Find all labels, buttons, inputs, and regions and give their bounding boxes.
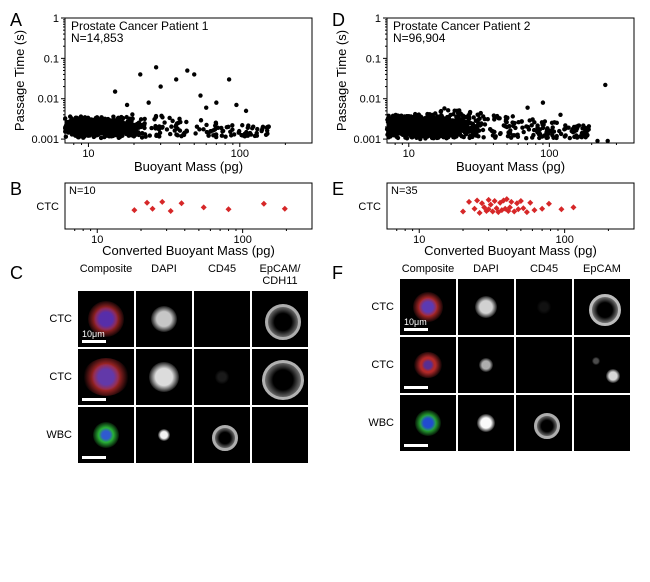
panel-A: A 0.0010.010.1110100Buoyant Mass (pg)Pas… (10, 10, 320, 175)
microscopy-image (252, 407, 308, 463)
scale-bar (404, 444, 428, 447)
row-label: CTC (38, 291, 76, 347)
microscopy-image (194, 291, 250, 347)
svg-text:0.001: 0.001 (353, 134, 381, 146)
svg-text:Passage Time (s): Passage Time (s) (334, 30, 349, 131)
microscopy-image (136, 407, 192, 463)
panel-D: D 0.0010.010.1110100Buoyant Mass (pg)Pas… (332, 10, 642, 175)
svg-text:CTC: CTC (358, 201, 381, 213)
panel-D-label: D (332, 10, 345, 31)
svg-text:CTC: CTC (36, 201, 59, 213)
scale-bar (82, 340, 106, 343)
column-header: Composite (400, 263, 456, 277)
svg-text:1: 1 (375, 13, 381, 25)
microscopy-image (78, 349, 134, 405)
svg-text:0.01: 0.01 (360, 94, 381, 106)
microscopy-image (194, 407, 250, 463)
scale-bar (404, 386, 428, 389)
row-label: CTC (360, 279, 398, 335)
microscopy-image (194, 349, 250, 405)
panel-A-label: A (10, 10, 22, 31)
row-label: WBC (38, 407, 76, 463)
panel-F-grid: CompositeDAPICD45EpCAMCTC10μmCTCWBC (360, 263, 642, 451)
svg-text:Passage Time (s): Passage Time (s) (12, 30, 27, 131)
row-label: CTC (38, 349, 76, 405)
panel-F: F CompositeDAPICD45EpCAMCTC10μmCTCWBC (332, 263, 642, 463)
column-header: CD45 (194, 263, 250, 289)
svg-text:10: 10 (82, 148, 94, 160)
microscopy-image: 10μm (400, 279, 456, 335)
microscopy-image (136, 291, 192, 347)
panel-D-svg: 0.0010.010.1110100Buoyant Mass (pg)Passa… (332, 10, 642, 175)
panel-C: C CompositeDAPICD45EpCAM/ CDH11 CTC 10μm CT… (10, 263, 320, 463)
microscopy-image (458, 337, 514, 393)
panel-C-label: C (10, 263, 23, 284)
svg-text:N=10: N=10 (69, 185, 96, 197)
microscopy-image (458, 395, 514, 451)
column-header: EpCAM/ CDH11 (252, 263, 308, 289)
panel-B: B 10100Converted Buoyant Mass (pg)CTCN=1… (10, 179, 320, 259)
scale-bar (82, 456, 106, 459)
microscopy-image (252, 349, 308, 405)
microscopy-image (516, 337, 572, 393)
panel-C-grid: CompositeDAPICD45EpCAM/ CDH11CTC10μmCTCW… (38, 263, 320, 463)
microscopy-image (458, 279, 514, 335)
column-header: Composite (78, 263, 134, 289)
svg-text:10: 10 (403, 148, 415, 160)
microscopy-image (78, 407, 134, 463)
svg-text:0.1: 0.1 (44, 53, 59, 65)
svg-text:N=35: N=35 (391, 185, 418, 197)
microscopy-image: 10μm (78, 291, 134, 347)
svg-text:N=14,853: N=14,853 (71, 31, 124, 45)
svg-text:Buoyant Mass (pg): Buoyant Mass (pg) (456, 159, 565, 174)
row-label: CTC (360, 337, 398, 393)
panel-F-label: F (332, 263, 343, 284)
panel-E: E 10100Converted Buoyant Mass (pg)CTCN=3… (332, 179, 642, 259)
column-header: EpCAM (574, 263, 630, 277)
microscopy-image (136, 349, 192, 405)
microscopy-image (400, 337, 456, 393)
microscopy-image (400, 395, 456, 451)
microscopy-image (574, 395, 630, 451)
scale-bar (82, 398, 106, 401)
microscopy-image (252, 291, 308, 347)
row-label: WBC (360, 395, 398, 451)
scale-bar-label: 10μm (404, 317, 427, 327)
scale-bar-label: 10μm (82, 329, 105, 339)
microscopy-image (574, 279, 630, 335)
scale-bar (404, 328, 428, 331)
svg-text:Converted Buoyant Mass (pg): Converted Buoyant Mass (pg) (102, 243, 275, 258)
panel-B-label: B (10, 179, 22, 200)
svg-text:N=96,904: N=96,904 (393, 31, 446, 45)
svg-text:Buoyant Mass (pg): Buoyant Mass (pg) (134, 159, 243, 174)
microscopy-image (516, 395, 572, 451)
panel-E-label: E (332, 179, 344, 200)
microscopy-image (574, 337, 630, 393)
column-header: CD45 (516, 263, 572, 277)
figure-grid: A 0.0010.010.1110100Buoyant Mass (pg)Pas… (10, 10, 640, 463)
svg-text:1: 1 (53, 13, 59, 25)
panel-B-svg: 10100Converted Buoyant Mass (pg)CTCN=10 (10, 179, 320, 259)
svg-text:Converted Buoyant Mass (pg): Converted Buoyant Mass (pg) (424, 243, 597, 258)
svg-text:0.01: 0.01 (38, 94, 59, 106)
column-header: DAPI (136, 263, 192, 289)
panel-A-svg: 0.0010.010.1110100Buoyant Mass (pg)Passa… (10, 10, 320, 175)
column-header: DAPI (458, 263, 514, 277)
panel-E-svg: 10100Converted Buoyant Mass (pg)CTCN=35 (332, 179, 642, 259)
svg-text:0.1: 0.1 (366, 53, 381, 65)
microscopy-image (516, 279, 572, 335)
svg-text:0.001: 0.001 (31, 134, 59, 146)
